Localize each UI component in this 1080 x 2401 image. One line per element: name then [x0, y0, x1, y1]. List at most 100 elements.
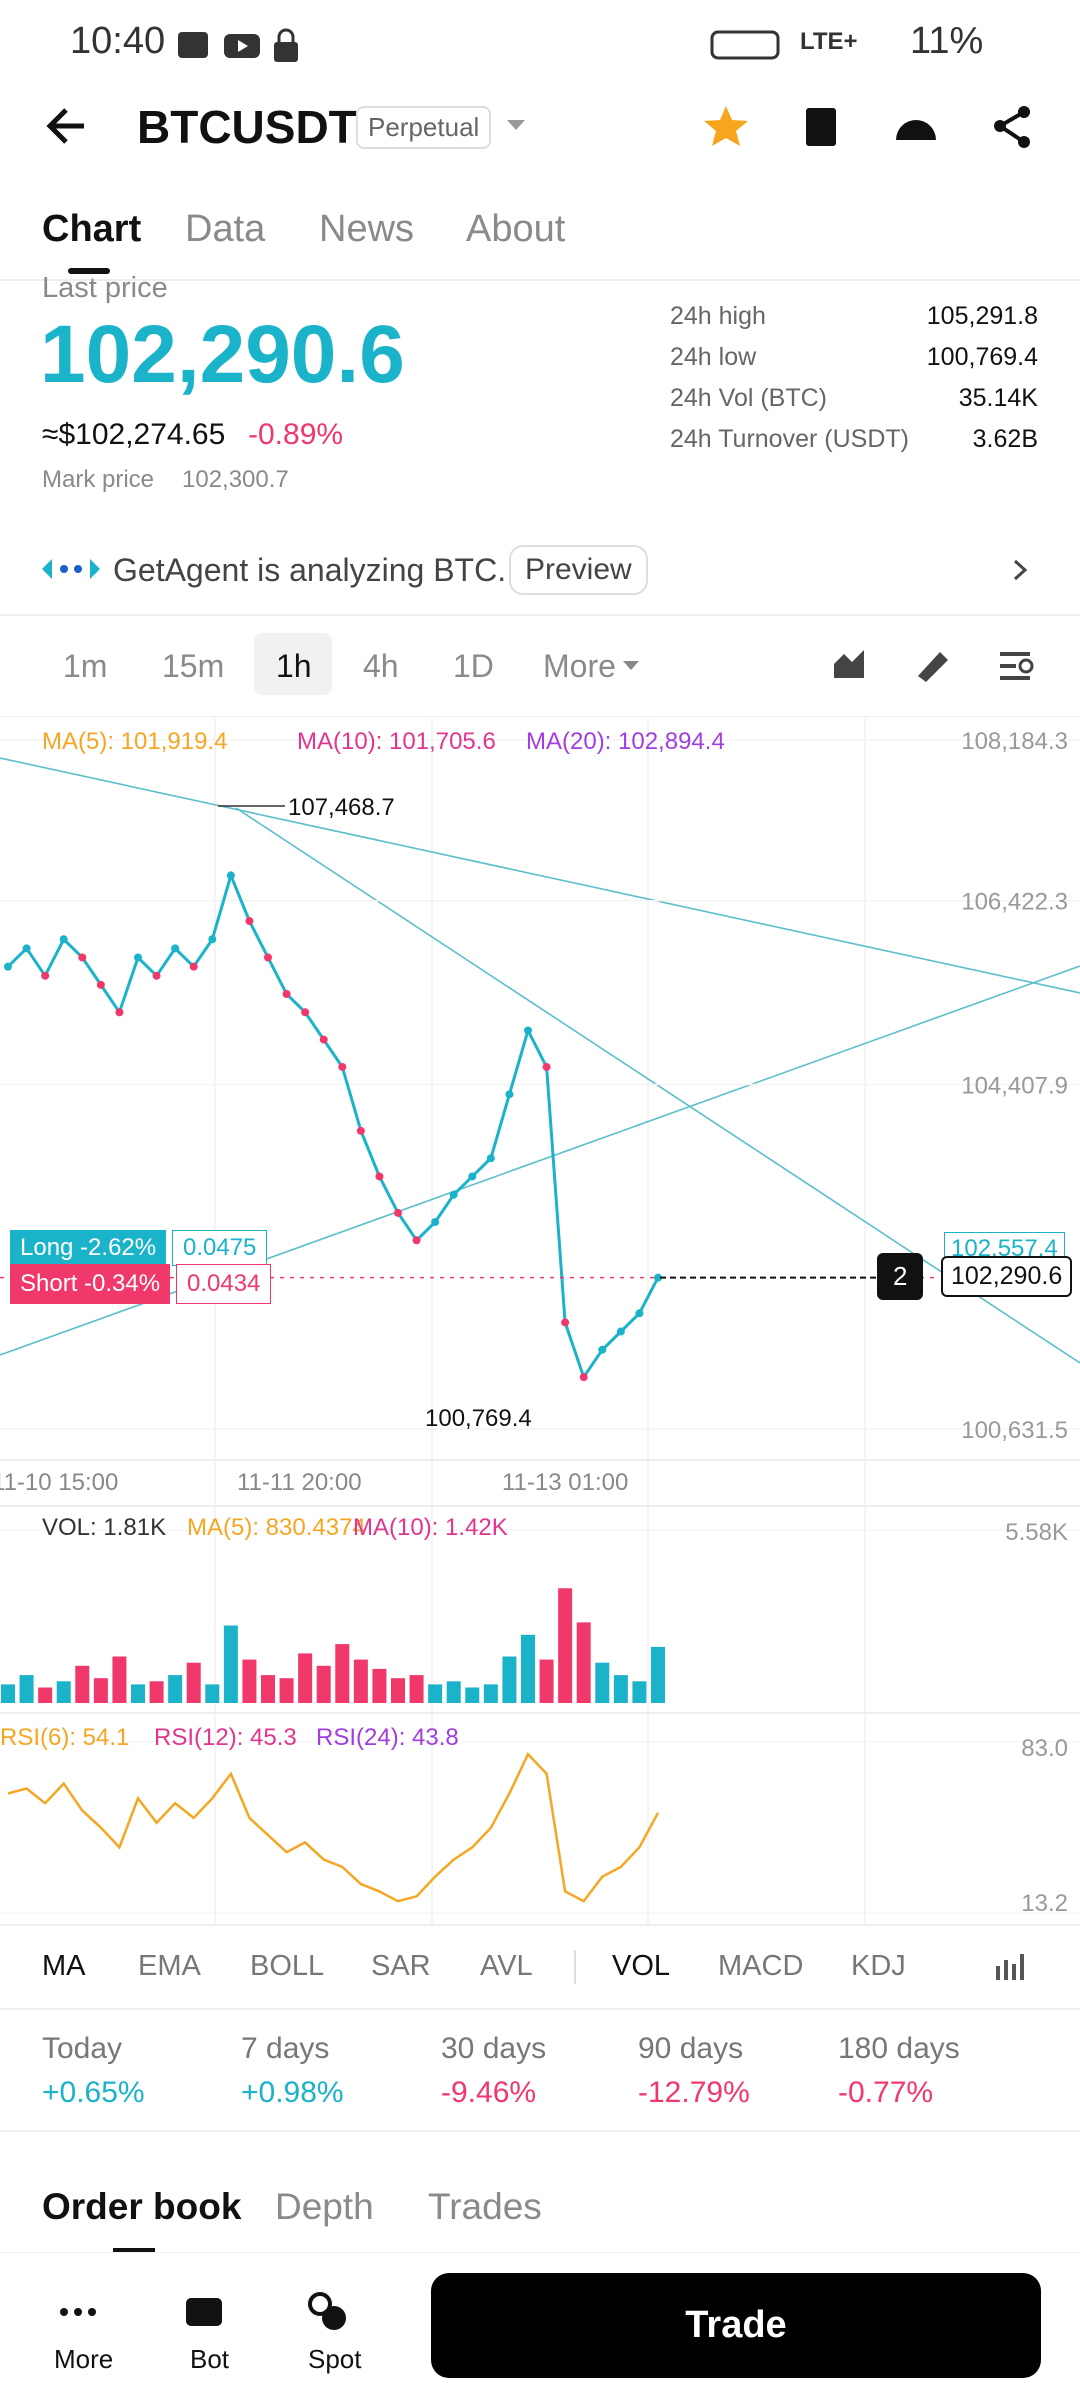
contract-badge: Perpetual [356, 106, 492, 149]
indicator-tab[interactable]: BOLL [250, 1950, 325, 1982]
price-point [542, 1062, 551, 1071]
order-count: 2 [877, 1252, 924, 1300]
interval[interactable]: 1D [453, 648, 494, 684]
indicator-tab[interactable]: EMA [138, 1950, 201, 1982]
trade-button[interactable]: Trade [431, 2273, 1041, 2378]
last-price-label: Last price [42, 272, 168, 304]
price-point [505, 1090, 514, 1099]
chart-type-icon[interactable] [834, 650, 864, 678]
period-label: 180 days [838, 2032, 960, 2065]
period-value: -0.77% [838, 2076, 934, 2109]
price-point [152, 971, 161, 980]
indicator-settings[interactable] [994, 1948, 1030, 1984]
indicator-sep [574, 1950, 576, 1984]
symbol[interactable]: BTCUSDT [137, 101, 357, 153]
period-label: 30 days [441, 2032, 547, 2065]
indicator-tab[interactable]: MACD [718, 1950, 804, 1982]
order-tab[interactable]: Order book [42, 2186, 242, 2227]
price-point [134, 953, 142, 962]
interval[interactable]: 1h [276, 648, 312, 684]
volume-bar [576, 1622, 591, 1703]
price-point [264, 953, 272, 962]
nav-label[interactable]: Bot [190, 2344, 230, 2374]
nav-label[interactable]: Spot [308, 2344, 362, 2374]
interval[interactable]: 15m [162, 648, 225, 684]
volume-bar [409, 1675, 424, 1703]
status-time: 10:40 [70, 20, 166, 62]
tab[interactable]: Chart [42, 208, 142, 250]
rsi-label: RSI(12): 45.3 [154, 1724, 297, 1751]
price-point [449, 1190, 458, 1199]
price-point [189, 962, 198, 971]
indicator-tab[interactable]: MA [42, 1950, 86, 1982]
stat-label: 24h Turnover (USDT) [670, 425, 909, 453]
stat-label: 24h high [670, 302, 766, 330]
settings-icon[interactable] [1000, 652, 1034, 680]
volume-bar [298, 1653, 313, 1703]
tab[interactable]: Data [185, 208, 266, 250]
indicator-tab[interactable]: KDJ [851, 1950, 906, 1982]
stat-value: 105,291.8 [926, 302, 1038, 330]
y-tick-label: 13.2 [1021, 1890, 1068, 1917]
volume-bar [372, 1668, 387, 1703]
ma-label: MA(5): 101,919.4 [42, 728, 228, 755]
period-value: +0.98% [241, 2076, 344, 2109]
price-point [561, 1318, 570, 1327]
more-icon[interactable] [60, 2308, 96, 2316]
preview-button[interactable]: Preview [509, 545, 648, 595]
price-point [338, 1062, 347, 1071]
y-tick-label: 83.0 [1021, 1735, 1068, 1762]
indicator-tab[interactable]: AVL [480, 1950, 533, 1982]
status-sound [710, 30, 780, 60]
price-change: -0.89% [248, 418, 344, 451]
bot-icon[interactable] [186, 2298, 222, 2326]
tab[interactable]: News [319, 208, 415, 250]
status-icons [178, 28, 298, 62]
price-point [319, 1035, 328, 1044]
interval[interactable]: 1m [63, 648, 108, 684]
interval[interactable]: 4h [363, 648, 399, 684]
price-point [412, 1236, 421, 1245]
spot-icon[interactable] [308, 2292, 346, 2330]
order-tab[interactable]: Trades [428, 2186, 542, 2227]
volume-bar [521, 1634, 535, 1703]
long-value: 0.0475 [172, 1230, 268, 1266]
alert-icon[interactable] [896, 120, 936, 140]
price-point [524, 1026, 532, 1035]
dropdown[interactable] [622, 660, 640, 672]
y-tick-label: 106,422.3 [961, 889, 1068, 916]
volume-bar [261, 1675, 275, 1703]
indicator-tab[interactable]: SAR [371, 1950, 431, 1982]
volume-bar [595, 1662, 610, 1703]
price-point [431, 1218, 440, 1227]
share-icon[interactable] [994, 106, 1030, 148]
order-tab[interactable]: Depth [275, 2186, 374, 2227]
draw-icon[interactable] [918, 652, 948, 682]
divider [0, 2008, 1080, 2010]
short-value: 0.0434 [176, 1264, 272, 1304]
tab[interactable]: About [466, 208, 566, 250]
volume-bar [149, 1681, 164, 1703]
period-label: Today [42, 2032, 123, 2065]
mark-price: 102,300.7 [182, 466, 289, 493]
price-point [486, 1154, 495, 1163]
volume-bar [316, 1665, 331, 1703]
volume-label: MA(5): 830.4374 [187, 1514, 366, 1541]
interval-selected-bg [254, 633, 332, 695]
back-button[interactable] [44, 104, 92, 148]
favorite-icon[interactable] [704, 106, 748, 146]
stat-value: 35.14K [958, 384, 1038, 412]
chevron[interactable] [1010, 558, 1030, 582]
nav-label[interactable]: More [54, 2344, 114, 2374]
price-point [171, 944, 180, 953]
dropdown[interactable] [505, 118, 527, 132]
volume-bar [335, 1644, 350, 1703]
rsi-label: RSI(6): 54.1 [0, 1724, 130, 1751]
indicator-tab[interactable]: VOL [612, 1950, 671, 1982]
chart-tools [834, 650, 1034, 682]
y-tick-label: 108,184.3 [961, 728, 1068, 755]
notes-icon[interactable] [806, 108, 836, 146]
interval[interactable]: More [543, 648, 616, 684]
volume-bar [391, 1678, 405, 1703]
